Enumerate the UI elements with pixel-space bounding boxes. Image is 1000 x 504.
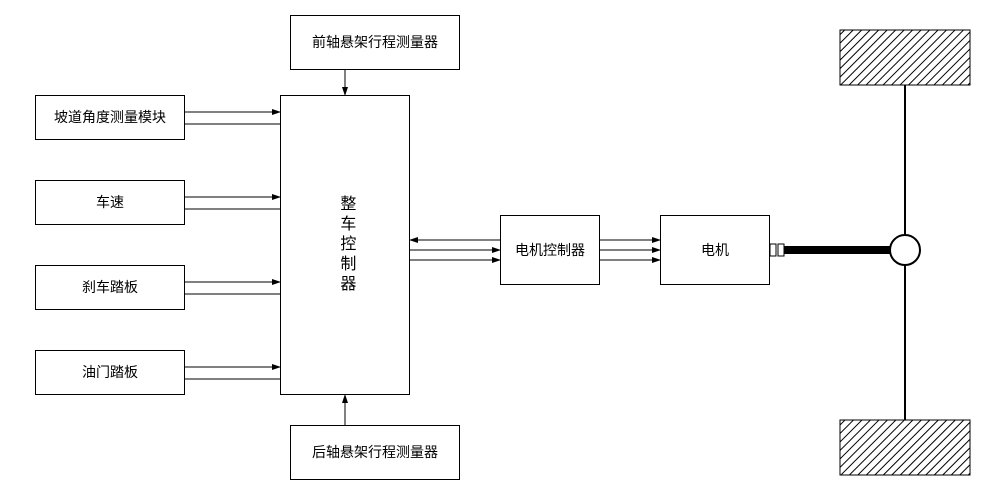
node-throttle: 油门踏板: [35, 350, 185, 395]
label-speed: 车速: [96, 193, 124, 211]
node-motor: 电机: [660, 215, 770, 285]
label-throttle: 油门踏板: [82, 363, 138, 381]
label-vcu: 整车控制器: [335, 195, 356, 295]
label-front-suspension: 前轴悬架行程测量器: [312, 33, 438, 51]
node-front-suspension: 前轴悬架行程测量器: [290, 15, 460, 70]
diagram-canvas: 前轴悬架行程测量器 坡道角度测量模块 车速 刹车踏板 油门踏板 整车控制器 后轴…: [0, 0, 1000, 504]
node-rear-suspension: 后轴悬架行程测量器: [290, 425, 460, 480]
label-slope-angle: 坡道角度测量模块: [54, 108, 166, 126]
label-motor: 电机: [701, 241, 729, 259]
label-brake: 刹车踏板: [82, 278, 138, 296]
node-brake: 刹车踏板: [35, 265, 185, 310]
label-rear-suspension: 后轴悬架行程测量器: [312, 443, 438, 461]
node-slope-angle: 坡道角度测量模块: [35, 95, 185, 140]
label-motor-controller: 电机控制器: [515, 241, 585, 259]
node-motor-controller: 电机控制器: [500, 215, 600, 285]
node-vcu: 整车控制器: [280, 95, 410, 395]
node-speed: 车速: [35, 180, 185, 225]
